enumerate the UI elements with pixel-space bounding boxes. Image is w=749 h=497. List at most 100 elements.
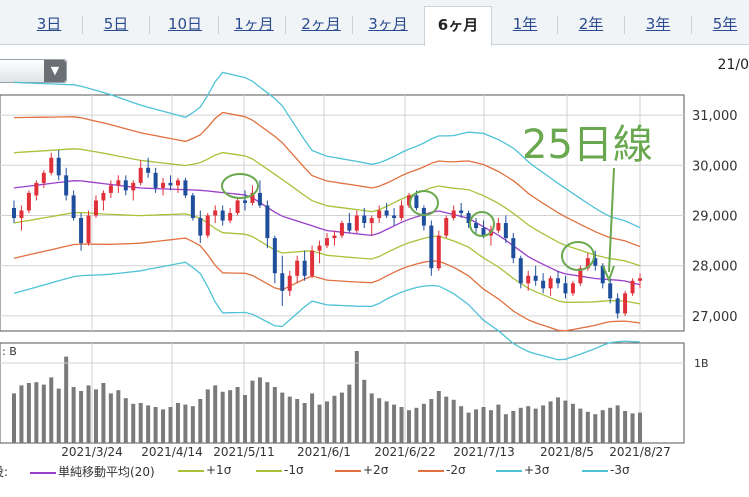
volume-bar	[630, 413, 635, 443]
candle-body	[220, 210, 225, 221]
candle-body	[503, 223, 508, 239]
tab-separator	[218, 16, 219, 34]
volume-bar	[436, 391, 441, 443]
tab-3[interactable]: 10日	[167, 15, 203, 33]
volume-bar	[369, 393, 374, 443]
volume-bar	[183, 404, 188, 443]
candle-body	[257, 192, 262, 206]
plus-1-sigma-line	[13, 148, 641, 267]
volume-bar	[526, 406, 531, 443]
candle-body	[339, 223, 344, 236]
candle-body	[190, 195, 195, 219]
candle-body	[325, 238, 329, 246]
volume-bar	[280, 392, 285, 443]
candle-body	[131, 182, 136, 191]
volume-bar	[399, 407, 404, 443]
candle-body	[444, 218, 449, 236]
volume-bar	[362, 379, 367, 443]
tab-4[interactable]: 1ヶ月	[234, 15, 274, 33]
volume-bar	[511, 411, 516, 443]
candle-body	[302, 260, 307, 276]
volume-bar	[93, 389, 98, 443]
tab-9[interactable]: 2年	[578, 15, 604, 33]
candle-body	[615, 298, 620, 314]
candle-body	[406, 195, 411, 206]
volume-bar	[556, 397, 561, 443]
candle-body	[414, 195, 419, 208]
candle-body	[205, 215, 210, 236]
volume-bar	[131, 403, 136, 443]
x-tick-label: 2021/8/27	[609, 445, 671, 459]
candle-body	[101, 192, 106, 201]
tab-2[interactable]: 5日	[103, 15, 129, 33]
legend-label: +3σ	[524, 463, 550, 477]
volume-bar	[414, 407, 419, 443]
tab-separator	[285, 16, 286, 34]
legend-swatch	[582, 469, 608, 472]
candle-body	[153, 172, 158, 188]
tab-6[interactable]: 3ヶ月	[368, 15, 408, 33]
highlight-circle	[409, 190, 439, 216]
volume-bar	[213, 385, 218, 443]
volume-bar	[429, 399, 434, 443]
tab-10[interactable]: 3年	[645, 15, 671, 33]
volume-bar	[406, 410, 411, 443]
tab-7[interactable]: 6ヶ月	[424, 6, 492, 46]
volume-bar	[570, 403, 575, 443]
volume-bar	[175, 403, 180, 443]
volume-bar	[600, 410, 605, 443]
volume-bar	[161, 409, 166, 443]
legend-entry: +1σ	[178, 463, 231, 477]
volume-bar	[444, 396, 449, 443]
legend-swatch	[418, 469, 444, 472]
candle-body	[161, 182, 166, 188]
legend-entry: +2σ	[335, 463, 388, 477]
tab-separator	[149, 16, 150, 34]
volume-bar	[608, 407, 613, 443]
volume-bar	[34, 382, 39, 443]
volume-bar	[496, 404, 501, 443]
volume-bar	[168, 407, 173, 443]
volume-bar	[257, 377, 262, 443]
legend-entry: 単純移動平均(20)	[30, 463, 155, 480]
chart-type-dropdown[interactable]: ▼	[0, 59, 67, 83]
x-tick-label: 2021/6/22	[374, 445, 436, 459]
volume-bar	[615, 405, 620, 443]
candle-body	[451, 210, 456, 219]
tab-11[interactable]: 5年	[712, 15, 738, 33]
candle-body	[384, 210, 389, 216]
legend-swatch	[178, 469, 204, 472]
volume-bar	[623, 411, 628, 443]
candle-body	[295, 260, 300, 276]
tab-separator	[624, 16, 625, 34]
annotation-arrow	[608, 167, 615, 273]
volume-bar	[421, 403, 426, 443]
volume-bar	[518, 407, 523, 443]
tab-5[interactable]: 2ヶ月	[301, 15, 341, 33]
candle-body	[593, 258, 598, 266]
candle-body	[585, 258, 590, 269]
volume-bar	[235, 387, 240, 443]
candle-body	[496, 223, 501, 231]
volume-bar	[459, 406, 464, 443]
x-tick-label: 2021/8/5	[540, 445, 594, 459]
volume-bar	[49, 377, 54, 443]
candle-body	[362, 215, 367, 224]
tab-8[interactable]: 1年	[512, 15, 538, 33]
minus-3-sigma-line	[13, 261, 641, 361]
price-tick-label: 28,000	[692, 260, 738, 275]
candle-body	[392, 215, 397, 219]
volume-bar	[12, 393, 16, 443]
volume-bar	[138, 403, 143, 443]
volume-bar	[86, 385, 91, 443]
candle-body	[235, 200, 240, 213]
candle-body	[369, 218, 374, 224]
volume-bar	[317, 404, 322, 443]
volume-bar	[302, 403, 307, 443]
tab-1[interactable]: 3日	[36, 15, 62, 33]
chart-legend: 没: 単純移動平均(20) +1σ -1σ +2σ -2σ +3σ -3σ	[0, 462, 749, 482]
candle-body	[26, 192, 31, 211]
volume-bar	[41, 384, 46, 443]
candle-body	[123, 180, 128, 191]
highlight-circle	[561, 241, 595, 271]
